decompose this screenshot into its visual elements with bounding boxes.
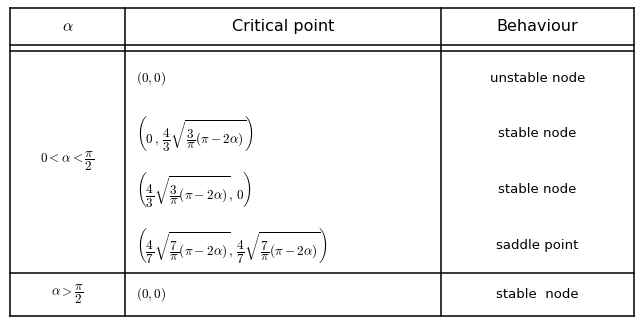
Text: $\left(\dfrac{4}{7}\sqrt{\dfrac{7}{\pi}(\pi-2\alpha)},\,\dfrac{4}{7}\sqrt{\dfrac: $\left(\dfrac{4}{7}\sqrt{\dfrac{7}{\pi}(… [137,226,328,264]
Text: $\alpha{>}\dfrac{\pi}{2}$: $\alpha{>}\dfrac{\pi}{2}$ [51,283,84,306]
Text: Critical point: Critical point [232,19,334,34]
Text: stable  node: stable node [497,288,579,301]
Text: $\left(\dfrac{4}{3}\sqrt{\dfrac{3}{\pi}(\pi-2\alpha)},\,0\right)$: $\left(\dfrac{4}{3}\sqrt{\dfrac{3}{\pi}(… [137,170,252,209]
Text: $(0,0)$: $(0,0)$ [137,69,167,87]
Text: $0 < \alpha < \dfrac{\pi}{2}$: $0 < \alpha < \dfrac{\pi}{2}$ [41,150,95,173]
Text: $\left(0\,,\,\dfrac{4}{3}\sqrt{\dfrac{3}{\pi}(\pi-2\alpha)}\right)$: $\left(0\,,\,\dfrac{4}{3}\sqrt{\dfrac{3}… [137,114,254,153]
Text: stable node: stable node [498,183,577,196]
Text: saddle point: saddle point [497,238,579,251]
Text: $(0,0)$: $(0,0)$ [137,285,167,303]
Text: unstable node: unstable node [490,72,585,85]
Text: stable node: stable node [498,127,577,140]
Text: Behaviour: Behaviour [497,19,578,34]
Text: $\alpha$: $\alpha$ [62,19,73,34]
